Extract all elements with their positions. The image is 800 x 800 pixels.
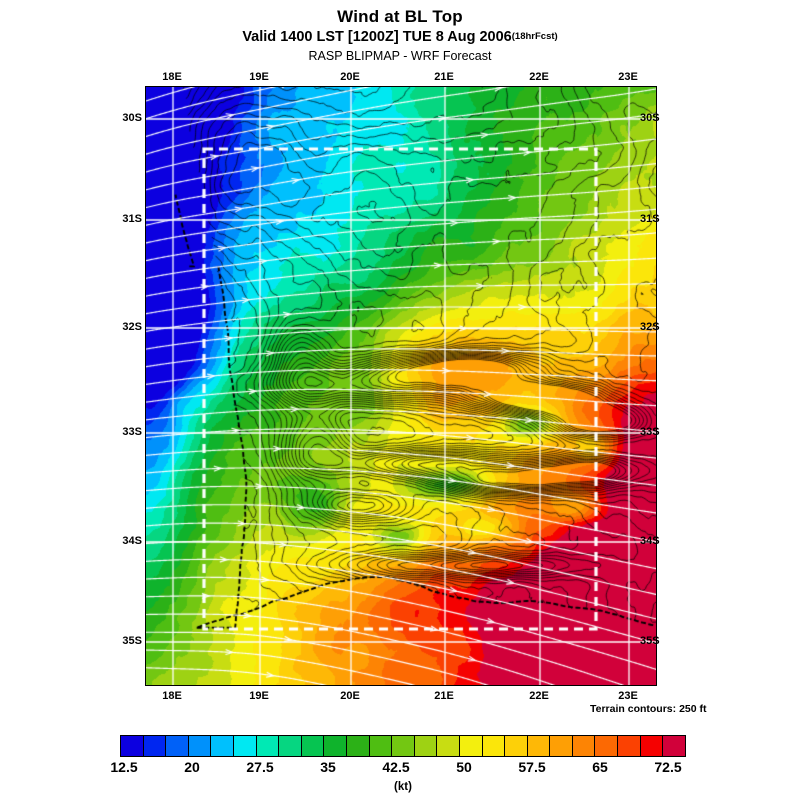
forecast-hour-text: (18hrFcst) — [511, 31, 558, 42]
lat-label-right-30S: 30S — [640, 112, 660, 124]
map-plot-area[interactable] — [145, 86, 657, 686]
lat-label-right-34S: 34S — [640, 535, 660, 547]
colorbar-band-4 — [211, 736, 234, 756]
lat-label-right-31S: 31S — [640, 213, 660, 225]
colorbar-band-2 — [166, 736, 189, 756]
title-block: Wind at BL Top Valid 1400 LST [1200Z] TU… — [0, 6, 800, 65]
colorbar-band-9 — [324, 736, 347, 756]
colorbar-band-17 — [505, 736, 528, 756]
lon-label-top-20E: 20E — [340, 71, 360, 83]
lon-label-bottom-22E: 22E — [529, 690, 549, 702]
lat-label-left-34S: 34S — [122, 535, 142, 547]
lon-label-bottom-23E: 23E — [618, 690, 638, 702]
colorbar-tick-65: 65 — [592, 759, 608, 775]
colorbar-band-13 — [414, 736, 438, 756]
colorbar-tick-57.5: 57.5 — [518, 759, 546, 775]
lat-label-right-33S: 33S — [640, 426, 660, 438]
colorbar-band-20 — [572, 736, 596, 756]
colorbar-band-10 — [346, 736, 370, 756]
colorbar-tick-50: 50 — [456, 759, 472, 775]
colorbar-band-0 — [121, 736, 144, 756]
colorbar-units-label: (kt) — [394, 781, 412, 793]
lat-label-left-30S: 30S — [122, 112, 142, 124]
colorbar[interactable]: (kt) 12.5 20 27.5 35 42.5 50 57.5 65 72.5 — [110, 735, 686, 793]
lon-label-top-23E: 23E — [618, 71, 638, 83]
colorbar-tick-27.5: 27.5 — [246, 759, 274, 775]
colorbar-tick-42.5: 42.5 — [382, 759, 410, 775]
colorbar-band-19 — [550, 736, 573, 756]
colorbar-band-1 — [143, 736, 167, 756]
colorbar-band-8 — [301, 736, 325, 756]
colorbar-tick-12.5: 12.5 — [110, 759, 138, 775]
valid-time-line: Valid 1400 LST [1200Z] TUE 8 Aug 2006(18… — [0, 27, 800, 47]
lat-label-right-35S: 35S — [640, 635, 660, 647]
lat-label-left-31S: 31S — [122, 213, 142, 225]
colorbar-band-7 — [279, 736, 302, 756]
colorbar-band-16 — [482, 736, 506, 756]
valid-time-text: Valid 1400 LST [1200Z] TUE 8 Aug 2006 — [242, 29, 512, 45]
colorbar-band-3 — [188, 736, 212, 756]
model-source-line: RASP BLIPMAP - WRF Forecast — [308, 49, 492, 63]
lon-label-bottom-21E: 21E — [434, 690, 454, 702]
lon-label-top-22E: 22E — [529, 71, 549, 83]
colorbar-band-24 — [663, 736, 685, 756]
lon-label-top-19E: 19E — [249, 71, 269, 83]
lat-label-left-32S: 32S — [122, 321, 142, 333]
lon-label-bottom-18E: 18E — [162, 690, 182, 702]
colorbar-tick-35: 35 — [320, 759, 336, 775]
colorbar-band-21 — [595, 736, 619, 756]
colorbar-swatches[interactable] — [120, 735, 686, 757]
lon-label-bottom-19E: 19E — [249, 690, 269, 702]
colorbar-band-23 — [640, 736, 664, 756]
terrain-contour-note: Terrain contours: 250 ft — [590, 703, 707, 715]
lon-label-top-21E: 21E — [434, 71, 454, 83]
page-title: Wind at BL Top — [337, 7, 463, 26]
lon-label-bottom-20E: 20E — [340, 690, 360, 702]
colorbar-tick-20: 20 — [184, 759, 200, 775]
colorbar-band-14 — [437, 736, 460, 756]
lat-label-right-32S: 32S — [640, 321, 660, 333]
colorbar-band-6 — [256, 736, 280, 756]
colorbar-band-15 — [459, 736, 483, 756]
colorbar-tick-72.5: 72.5 — [654, 759, 682, 775]
lat-label-left-33S: 33S — [122, 426, 142, 438]
colorbar-band-22 — [618, 736, 641, 756]
lon-label-top-18E: 18E — [162, 71, 182, 83]
lat-label-left-35S: 35S — [122, 635, 142, 647]
streamlines-and-contours-overlay — [146, 87, 656, 685]
colorbar-band-11 — [369, 736, 393, 756]
colorbar-band-5 — [233, 736, 257, 756]
colorbar-band-12 — [392, 736, 415, 756]
colorbar-band-18 — [527, 736, 551, 756]
